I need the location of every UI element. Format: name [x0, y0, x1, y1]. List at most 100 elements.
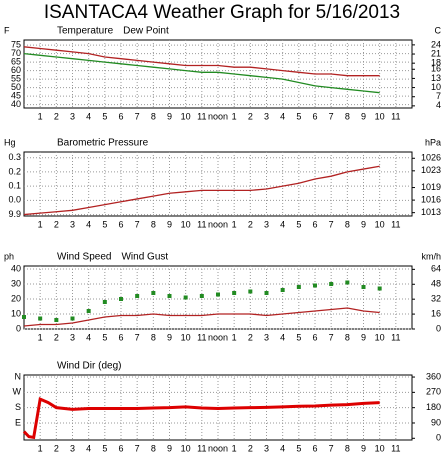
y2-tick-label: 21	[431, 48, 441, 58]
y2-tick-label: 64	[431, 264, 441, 274]
gust-marker	[216, 292, 220, 297]
x-tick-label: 4	[86, 111, 91, 121]
y2-tick-label: 0	[436, 323, 441, 333]
gust-marker	[22, 315, 26, 319]
y-axis-label: ph	[4, 251, 14, 261]
gust-marker	[232, 291, 237, 295]
x-tick-label: 10	[375, 111, 385, 121]
x-tick-label: 5	[102, 332, 107, 342]
x-tick-label: 3	[70, 111, 75, 121]
x-tick-label: 11	[391, 332, 400, 342]
x-tick-label: 5	[296, 443, 301, 453]
y2-tick-label: 10	[431, 82, 441, 92]
y2-tick-label: 90	[431, 417, 441, 427]
y2-tick-label: 1013	[421, 207, 441, 217]
gust-marker	[296, 285, 301, 289]
x-tick-label: 7	[135, 332, 140, 342]
y2-tick-label: 32	[431, 294, 441, 304]
x-tick-label: 4	[86, 443, 91, 453]
gust-marker	[361, 285, 366, 289]
gust-marker	[183, 295, 188, 300]
x-tick-label: 7	[329, 332, 334, 342]
x-tick-label: 5	[102, 443, 107, 453]
x-tick-label: 9	[361, 443, 366, 453]
series-line	[23, 52, 380, 94]
x-tick-label: 3	[264, 111, 269, 121]
x-tick-label: 10	[181, 443, 191, 453]
y-tick-label: N	[15, 371, 22, 381]
x-tick-label: 9	[167, 111, 172, 121]
x-tick-label: noon	[208, 219, 228, 229]
x-tick-label: noon	[208, 443, 228, 453]
y-tick-label: 0.3	[8, 152, 21, 162]
gust-marker	[345, 280, 350, 285]
x-tick-label: 9	[167, 332, 172, 342]
x-tick-label: 8	[345, 219, 350, 229]
x-tick-label: 6	[312, 219, 317, 229]
x-tick-label: 1	[38, 111, 43, 121]
x-tick-label: 2	[54, 219, 59, 229]
x-tick-label: 6	[118, 443, 123, 453]
y2-tick-label: 13	[431, 73, 441, 83]
y-tick-label: S	[15, 402, 21, 412]
x-tick-label: 1	[38, 332, 43, 342]
x-tick-label: 4	[280, 332, 285, 342]
y2-tick-label: 360	[426, 371, 441, 381]
x-tick-label: 6	[312, 111, 317, 121]
x-tick-label: 3	[264, 443, 269, 453]
x-tick-label: 6	[312, 332, 317, 342]
legend-entry: Dew Point	[123, 26, 169, 37]
y-tick-label: 60	[11, 65, 21, 75]
gust-marker	[167, 294, 172, 298]
x-tick-label: 11	[197, 443, 206, 453]
x-tick-label: 2	[248, 111, 253, 121]
x-tick-label: 10	[181, 111, 191, 121]
gust-marker	[102, 300, 107, 304]
y-tick-label: 40	[11, 263, 21, 273]
x-tick-label: 8	[345, 332, 350, 342]
y2-tick-label: 270	[426, 387, 441, 397]
x-tick-label: 3	[70, 219, 75, 229]
y2-tick-label: 16	[431, 308, 441, 318]
y2-tick-label: 1026	[421, 153, 441, 163]
y-tick-label: 30	[11, 278, 21, 288]
x-tick-label: 1	[38, 219, 43, 229]
x-tick-label: 11	[197, 332, 206, 342]
gust-marker	[248, 289, 253, 294]
x-tick-label: 8	[151, 443, 156, 453]
x-tick-label: 4	[86, 332, 91, 342]
x-tick-label: 3	[70, 443, 75, 453]
x-tick-label: 1	[232, 332, 237, 342]
y-tick-label: 0.0	[8, 195, 21, 205]
x-tick-label: 4	[280, 219, 285, 229]
legend-entry: Wind Gust	[121, 252, 168, 263]
x-tick-label: 2	[54, 443, 59, 453]
x-tick-label: 6	[118, 219, 123, 229]
x-tick-label: 11	[391, 443, 400, 453]
x-tick-label: 10	[375, 443, 385, 453]
x-tick-label: 8	[151, 219, 156, 229]
gust-marker	[38, 316, 43, 321]
x-tick-label: 3	[264, 219, 269, 229]
gust-marker	[313, 283, 317, 288]
x-tick-label: 2	[54, 332, 59, 342]
y-axis-label: F	[4, 25, 10, 35]
x-tick-label: 4	[280, 111, 285, 121]
x-tick-label: 11	[391, 219, 400, 229]
y-axis-label: Hg	[4, 137, 16, 147]
gust-marker	[151, 291, 156, 295]
legend-entry: Barometric Pressure	[57, 138, 149, 149]
x-tick-label: 1	[232, 219, 237, 229]
x-tick-label: 8	[345, 111, 350, 121]
x-tick-label: 7	[135, 111, 140, 121]
x-tick-label: 9	[167, 219, 172, 229]
y2-tick-label: 16	[431, 64, 441, 74]
x-tick-label: 11	[197, 219, 206, 229]
series-line	[23, 307, 380, 327]
x-tick-label: 9	[361, 111, 366, 121]
gust-marker	[280, 288, 285, 292]
x-tick-label: 10	[181, 219, 191, 229]
legend-entry: Wind Dir (deg)	[57, 361, 121, 372]
plot-area	[23, 265, 413, 330]
